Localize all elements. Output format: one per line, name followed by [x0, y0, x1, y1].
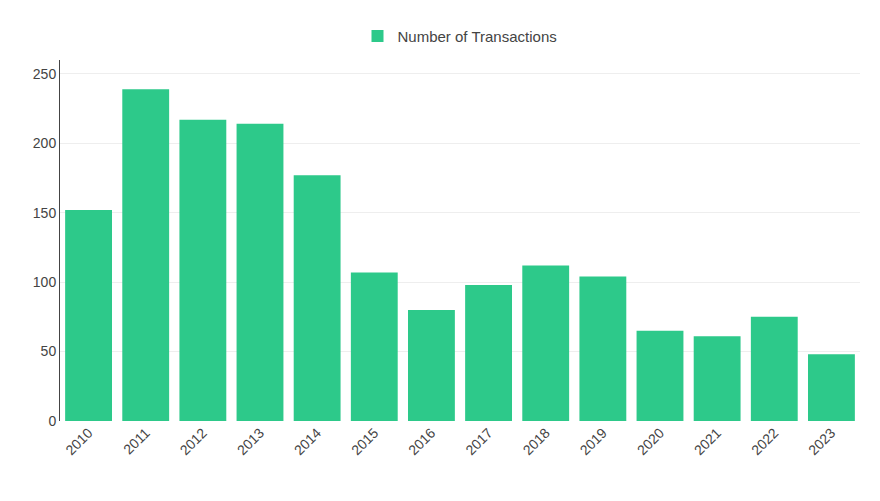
svg-text:2021: 2021 — [691, 425, 724, 458]
svg-text:0: 0 — [48, 413, 56, 429]
svg-text:2020: 2020 — [634, 425, 667, 458]
svg-text:2017: 2017 — [462, 425, 495, 458]
svg-text:2016: 2016 — [405, 425, 438, 458]
svg-text:2014: 2014 — [291, 425, 324, 458]
svg-text:50: 50 — [41, 343, 57, 359]
svg-text:2011: 2011 — [120, 425, 153, 458]
svg-text:2013: 2013 — [234, 425, 267, 458]
svg-text:2018: 2018 — [519, 425, 552, 458]
svg-text:250: 250 — [33, 66, 57, 82]
svg-text:2012: 2012 — [177, 425, 210, 458]
svg-text:2023: 2023 — [805, 425, 838, 458]
svg-text:100: 100 — [33, 274, 57, 290]
svg-text:200: 200 — [33, 135, 57, 151]
svg-text:2019: 2019 — [577, 425, 610, 458]
svg-text:2010: 2010 — [62, 425, 95, 458]
svg-text:150: 150 — [33, 205, 57, 221]
svg-text:2022: 2022 — [748, 425, 781, 458]
svg-text:Number of Transactions: Number of Transactions — [398, 28, 557, 45]
svg-text:2015: 2015 — [348, 425, 381, 458]
